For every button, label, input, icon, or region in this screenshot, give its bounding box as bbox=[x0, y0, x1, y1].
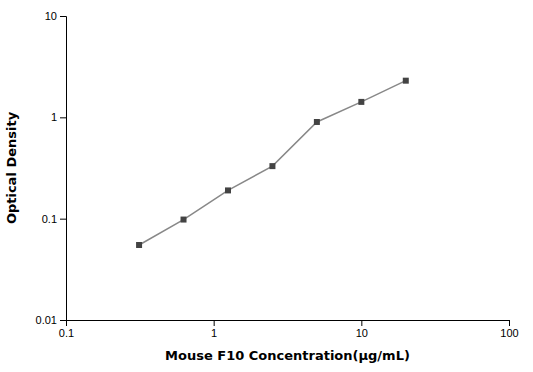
marks bbox=[136, 78, 409, 248]
tick: 100 bbox=[500, 320, 518, 339]
tick-label: 1 bbox=[51, 111, 57, 123]
marker bbox=[403, 78, 409, 84]
tick-mark bbox=[509, 320, 510, 326]
marker bbox=[314, 119, 320, 125]
tick-mark bbox=[361, 320, 362, 326]
tick: 0.1 bbox=[42, 213, 66, 225]
tick-label: 0.01 bbox=[36, 314, 57, 326]
tick-label: 10 bbox=[356, 327, 368, 339]
tick-mark bbox=[214, 320, 215, 326]
plot-area: 0.11101000.010.1110 bbox=[36, 10, 519, 339]
tick: 10 bbox=[45, 10, 66, 22]
tick-mark bbox=[60, 117, 66, 118]
y-axis-title: Optical Density bbox=[4, 111, 19, 224]
tick-mark bbox=[60, 219, 66, 220]
marker bbox=[181, 217, 187, 223]
tick: 1 bbox=[211, 320, 217, 339]
x-axis: 0.1 1 10 100 bbox=[59, 320, 519, 339]
tick: 1 bbox=[51, 111, 66, 123]
tick-label: 100 bbox=[500, 327, 518, 339]
axis-line bbox=[67, 321, 510, 327]
chart: 0.11101000.010.1110Mouse F10 Concentrati… bbox=[0, 0, 533, 372]
tick-mark bbox=[60, 16, 66, 17]
tick-mark bbox=[60, 320, 66, 321]
tick-label: 0.1 bbox=[59, 327, 74, 339]
marker bbox=[136, 242, 142, 248]
y-axis: 0.01 0.1 1 10 bbox=[36, 10, 67, 326]
marker bbox=[269, 163, 275, 169]
tick: 0.1 bbox=[59, 320, 74, 339]
tick: 10 bbox=[356, 320, 368, 339]
line bbox=[139, 81, 406, 245]
marker bbox=[225, 187, 231, 193]
tick: 0.01 bbox=[36, 314, 66, 326]
tick-label: 1 bbox=[211, 327, 217, 339]
axis-line bbox=[60, 17, 67, 321]
tick-label: 10 bbox=[45, 10, 57, 22]
x-axis-title: Mouse F10 Concentration(μg/mL) bbox=[165, 348, 410, 363]
tick-label: 0.1 bbox=[42, 213, 57, 225]
marker bbox=[358, 99, 364, 105]
